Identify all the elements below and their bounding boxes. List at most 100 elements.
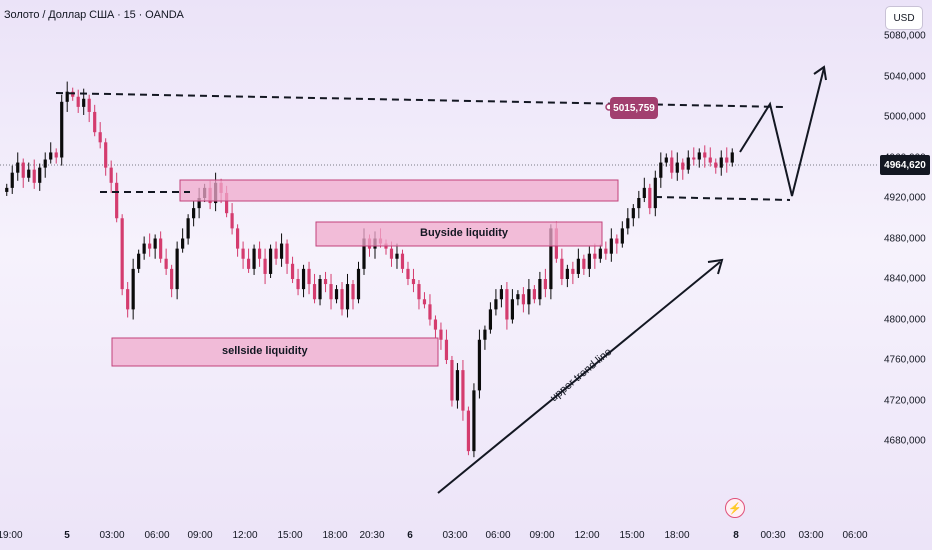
candle-body bbox=[422, 299, 427, 305]
currency-button[interactable]: USD bbox=[885, 6, 923, 30]
candle-body bbox=[76, 96, 80, 107]
price-axis-label: 4840,000 bbox=[884, 273, 926, 285]
candle-body bbox=[312, 284, 317, 300]
candle-body bbox=[318, 279, 322, 300]
top-dashed-line[interactable] bbox=[55, 92, 786, 108]
time-axis-label: 6 bbox=[407, 530, 413, 541]
candle-body bbox=[675, 162, 679, 173]
candle-body bbox=[664, 157, 668, 163]
candle-body bbox=[708, 157, 712, 163]
candle-body bbox=[532, 289, 536, 300]
projection-arrowhead bbox=[813, 65, 827, 81]
time-axis-label: 03:00 bbox=[99, 530, 125, 541]
candle-body bbox=[93, 111, 97, 133]
candle-body bbox=[461, 370, 465, 411]
candle-body bbox=[323, 279, 328, 285]
candle-body bbox=[521, 294, 525, 305]
time-axis-label: 00:30 bbox=[760, 530, 786, 541]
candle-body bbox=[637, 198, 641, 209]
candle-body bbox=[274, 248, 278, 259]
time-axis-label: 8 bbox=[733, 530, 739, 541]
candle-body bbox=[466, 410, 471, 452]
candles-layer bbox=[5, 81, 734, 458]
candle-body bbox=[279, 243, 284, 259]
candle-body bbox=[510, 299, 515, 320]
candle-body bbox=[301, 268, 306, 290]
sellside-liquidity-zone[interactable] bbox=[111, 337, 439, 367]
candle-body bbox=[439, 329, 443, 340]
time-axis-label: 12:00 bbox=[232, 530, 258, 541]
candle-body bbox=[692, 157, 696, 160]
candle-body bbox=[444, 339, 449, 360]
price-axis-label: 5000,000 bbox=[884, 111, 926, 123]
lightning-icon[interactable]: ⚡ bbox=[725, 498, 745, 518]
time-axis-label: 18:00 bbox=[322, 530, 348, 541]
candle-body bbox=[192, 208, 196, 219]
candle-body bbox=[49, 152, 53, 160]
candle-body bbox=[626, 218, 630, 229]
candle-body bbox=[170, 268, 174, 290]
symbol-title: Золото / Доллар США · 15 · OANDA bbox=[4, 9, 184, 21]
sellside-label: sellside liquidity bbox=[222, 345, 308, 357]
price-axis-label: 4680,000 bbox=[884, 435, 926, 447]
current-price-badge: 4964,620 bbox=[880, 155, 930, 175]
candle-body bbox=[104, 142, 108, 168]
candle-body bbox=[230, 213, 234, 229]
target-price-badge: 5015,759 bbox=[610, 97, 658, 119]
candle-body bbox=[549, 228, 553, 290]
candle-body bbox=[115, 182, 119, 219]
candle-body bbox=[576, 258, 580, 274]
candle-body bbox=[246, 258, 251, 269]
candle-body bbox=[565, 268, 569, 279]
time-axis-label: 06:00 bbox=[144, 530, 170, 541]
candle-body bbox=[615, 238, 619, 244]
projection-path[interactable] bbox=[739, 67, 825, 197]
candle-body bbox=[681, 162, 685, 170]
supply-zone[interactable] bbox=[179, 179, 619, 202]
candle-body bbox=[670, 157, 674, 173]
candle-body bbox=[714, 162, 718, 168]
candle-body bbox=[571, 268, 575, 274]
candle-body bbox=[82, 98, 86, 107]
candle-body bbox=[329, 284, 333, 300]
candle-body bbox=[142, 243, 146, 254]
lower-dashed-line[interactable] bbox=[654, 196, 791, 201]
candle-body bbox=[235, 228, 240, 249]
candle-body bbox=[450, 360, 454, 401]
time-axis-label: 15:00 bbox=[619, 530, 645, 541]
candle-body bbox=[159, 238, 163, 259]
upper-trend-line[interactable] bbox=[437, 261, 721, 494]
time-axis-label: 18:00 bbox=[664, 530, 690, 541]
candle-body bbox=[499, 289, 504, 300]
price-axis-label: 4800,000 bbox=[884, 314, 926, 325]
candle-body bbox=[527, 289, 531, 305]
candle-body bbox=[153, 238, 157, 249]
candle-body bbox=[686, 157, 690, 170]
candle-body bbox=[252, 248, 256, 269]
candle-body bbox=[620, 228, 624, 244]
buyside-label: Buyside liquidity bbox=[420, 227, 509, 239]
candle-body bbox=[477, 339, 482, 391]
candle-body bbox=[648, 187, 652, 209]
candle-body bbox=[417, 284, 421, 300]
candle-body bbox=[268, 248, 273, 274]
candle-body bbox=[433, 319, 438, 330]
candle-body bbox=[181, 238, 185, 249]
candle-body bbox=[197, 198, 201, 209]
candle-body bbox=[290, 263, 295, 279]
price-axis-label: 4760,000 bbox=[884, 354, 926, 366]
candle-body bbox=[345, 284, 350, 310]
candle-body bbox=[604, 248, 608, 254]
candle-body bbox=[356, 268, 361, 300]
candle-body bbox=[296, 279, 300, 290]
candle-body bbox=[362, 238, 366, 269]
candle-body bbox=[109, 167, 113, 183]
time-axis-label: 09:00 bbox=[529, 530, 555, 541]
candle-body bbox=[65, 91, 69, 102]
candle-body bbox=[164, 258, 168, 269]
buyside-liquidity-zone[interactable] bbox=[315, 221, 603, 247]
candle-body bbox=[186, 218, 190, 239]
candle-body bbox=[21, 162, 25, 178]
candle-body bbox=[659, 162, 663, 178]
